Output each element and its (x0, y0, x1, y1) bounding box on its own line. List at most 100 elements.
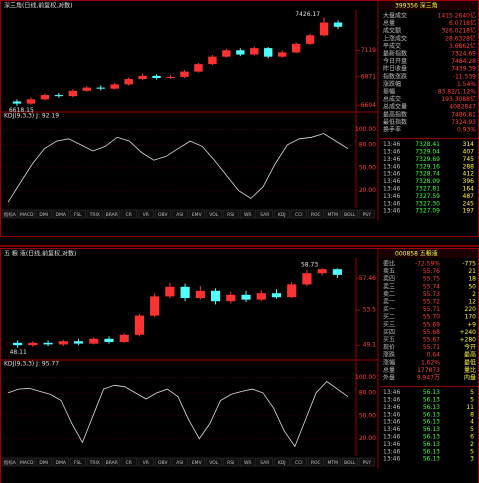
tab[interactable] (290, 209, 307, 219)
tab[interactable] (205, 209, 222, 219)
side-cell: 昨日收盘 (383, 65, 407, 73)
tab[interactable] (188, 209, 205, 219)
trade-volume: 8 (470, 411, 474, 418)
tab[interactable] (137, 209, 154, 219)
tab[interactable] (120, 457, 137, 467)
trade-time: 13:46 (383, 141, 400, 148)
candle-body (119, 334, 129, 342)
tab[interactable] (52, 457, 69, 467)
candle-body (250, 48, 259, 55)
tab[interactable] (256, 209, 273, 219)
candle-body (89, 338, 99, 344)
tab[interactable] (222, 457, 239, 467)
trade-price: 56.13 (423, 419, 440, 426)
candle-body (194, 64, 203, 72)
trade-volume: 487 (463, 193, 475, 200)
side-cell: 18 (468, 276, 476, 283)
tab[interactable] (86, 457, 103, 467)
tab[interactable] (171, 209, 188, 219)
tab[interactable] (171, 457, 188, 467)
tab[interactable] (103, 209, 120, 219)
candle-body (264, 48, 273, 57)
side-cell: 55.76 (423, 268, 440, 275)
indicator-label: KDJ(9,3,3) J: 92.19 (4, 113, 59, 120)
tab[interactable] (324, 209, 341, 219)
candle-body (278, 52, 287, 57)
tab[interactable] (273, 209, 290, 219)
tab[interactable] (341, 209, 358, 219)
trade-time: 13:46 (383, 411, 400, 418)
y-tick-label: 6604 (361, 102, 376, 109)
tab[interactable] (307, 209, 324, 219)
tab[interactable] (290, 457, 307, 467)
side-cell: 21 (468, 268, 476, 275)
tab-label: CR (126, 212, 132, 218)
kdj-line (7, 133, 349, 203)
tab-label: FSL (74, 212, 82, 218)
trade-price: 7329.69 (415, 156, 440, 163)
tab[interactable] (86, 209, 103, 219)
tab[interactable] (69, 457, 86, 467)
side-header-bg (380, 1, 478, 10)
candle-body (13, 342, 23, 346)
side-cell: 卖三 (383, 283, 395, 290)
tab[interactable] (307, 457, 324, 467)
tab[interactable] (239, 209, 256, 219)
trade-volume: 4 (470, 419, 474, 426)
tab[interactable] (222, 209, 239, 219)
side-cell: 最低指数 (383, 118, 407, 126)
tab[interactable] (358, 457, 375, 467)
trade-volume: 5 (470, 448, 474, 455)
tab-label: KDJ (278, 460, 286, 466)
side-cell: -72.59% (415, 261, 440, 268)
tab[interactable] (52, 209, 69, 219)
tab-label: RSI (227, 460, 234, 466)
trade-volume: 2 (470, 441, 474, 448)
tab[interactable] (341, 457, 358, 467)
tab-label: MTM (327, 460, 338, 466)
candle-body (40, 95, 50, 100)
tab[interactable] (273, 457, 290, 467)
side-cell: 卖四 (383, 276, 395, 283)
tab[interactable] (69, 209, 86, 219)
tab[interactable] (35, 209, 52, 219)
side-cell: 买一 (383, 305, 395, 313)
trade-volume: 197 (463, 208, 475, 215)
tab[interactable] (205, 457, 222, 467)
tab[interactable] (137, 457, 154, 467)
side-cell: 最新指数 (383, 50, 407, 58)
tab[interactable] (188, 457, 205, 467)
trade-price: 7327.30 (415, 200, 440, 207)
tab-label: DMA (56, 212, 67, 218)
tab[interactable] (18, 209, 35, 219)
side-cell: 总量 (383, 19, 395, 27)
tab[interactable] (154, 457, 171, 467)
tab[interactable] (120, 209, 137, 219)
side-cell: 9.947万 (417, 375, 440, 382)
trade-price: 7328.41 (415, 141, 440, 148)
side-cell: 7439.39 (451, 66, 476, 73)
tab[interactable] (358, 209, 375, 219)
indicator-label: KDJ(9,3,3) J: 95.77 (4, 361, 59, 368)
tab[interactable] (18, 457, 35, 467)
tab-label: BOLL (344, 460, 356, 466)
tab[interactable] (256, 457, 273, 467)
candle-body (124, 79, 133, 85)
tab[interactable] (103, 457, 120, 467)
side-cell: 1.54% (457, 81, 476, 88)
trade-time: 13:46 (383, 178, 400, 185)
candle-body (28, 342, 38, 346)
tab[interactable] (239, 457, 256, 467)
tab[interactable] (1, 209, 18, 219)
tab[interactable] (154, 209, 171, 219)
side-cell: 总成交 (383, 95, 401, 103)
tab[interactable] (35, 457, 52, 467)
trade-volume: 164 (463, 186, 475, 193)
side-cell: 今开 (464, 343, 476, 351)
side-cell: 12 (468, 299, 476, 306)
tab[interactable] (324, 457, 341, 467)
side-cell: 买五 (383, 336, 395, 344)
side-cell: 1415.2640亿 (438, 12, 476, 20)
tab[interactable] (1, 457, 18, 467)
